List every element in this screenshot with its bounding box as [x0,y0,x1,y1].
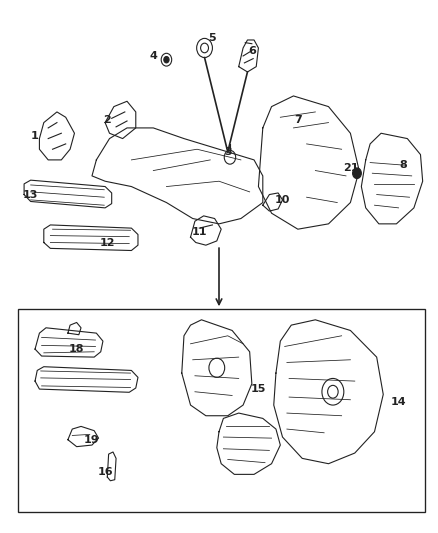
Text: 14: 14 [391,398,406,407]
Text: 16: 16 [97,467,113,477]
Text: 7: 7 [294,115,302,125]
Text: 11: 11 [191,227,207,237]
Text: 6: 6 [248,46,256,55]
Text: 12: 12 [99,238,115,247]
Circle shape [353,168,361,179]
Circle shape [164,56,169,63]
Text: 3: 3 [224,147,232,157]
Text: 19: 19 [84,435,100,445]
Text: 21: 21 [343,163,358,173]
Text: 10: 10 [275,195,290,205]
Text: 13: 13 [23,190,39,199]
Text: 4: 4 [149,51,157,61]
Bar [18,309,425,512]
Text: 2: 2 [103,115,111,125]
Text: 5: 5 [208,34,216,43]
Text: 1: 1 [31,131,39,141]
Text: 15: 15 [251,384,266,394]
Text: 8: 8 [399,160,407,170]
Text: 18: 18 [69,344,85,354]
